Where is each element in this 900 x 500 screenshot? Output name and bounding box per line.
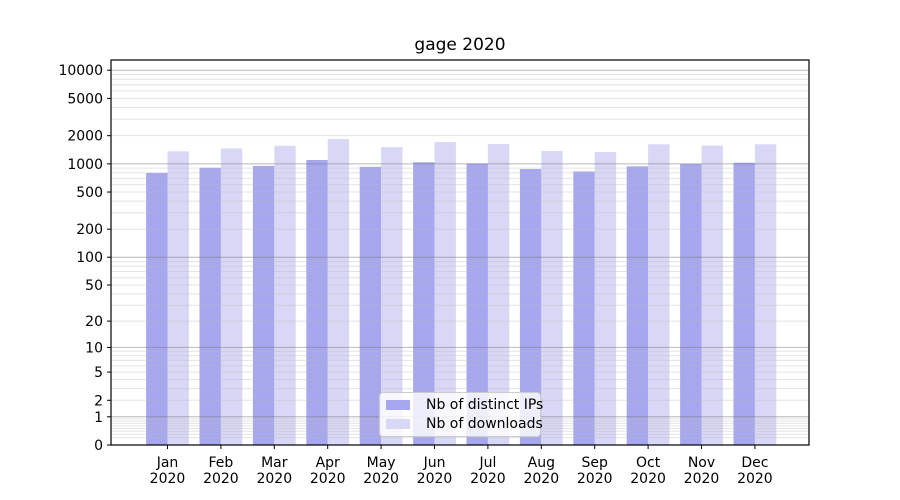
y-tick-label: 10 <box>85 340 103 356</box>
distinct-ips-swatch-icon <box>386 399 410 410</box>
legend-item-downloads: Nb of downloads <box>386 415 543 435</box>
bar-downloads <box>220 148 243 445</box>
bar-downloads <box>541 151 563 445</box>
x-tick-label-year: 2020 <box>684 471 720 487</box>
bar-distinct-ips <box>519 169 542 446</box>
x-tick-label-month: Aug <box>528 455 555 471</box>
bar-distinct-ips <box>199 167 221 445</box>
x-tick-label-month: Jan <box>156 455 179 471</box>
downloads-swatch-icon <box>386 419 410 430</box>
bar-downloads <box>274 145 296 446</box>
bar-distinct-ips <box>626 166 649 445</box>
y-tick-label: 500 <box>76 185 103 201</box>
legend-label-distinct-ips: Nb of distinct IPs <box>426 396 544 413</box>
bar-downloads <box>434 142 456 445</box>
x-tick-label-year: 2020 <box>523 471 559 487</box>
bar-distinct-ips <box>733 162 755 445</box>
bar-downloads <box>327 139 350 446</box>
bar-downloads <box>648 144 670 446</box>
y-tick-label: 0 <box>94 438 103 454</box>
bar-downloads <box>487 143 510 445</box>
y-tick-label: 5 <box>94 365 103 381</box>
y-tick-label: 5000 <box>67 91 103 107</box>
x-tick-label-year: 2020 <box>470 471 506 487</box>
y-tick-label: 20 <box>85 314 103 330</box>
bar-distinct-ips <box>359 166 382 445</box>
x-tick-label-year: 2020 <box>363 471 399 487</box>
x-tick-label-month: May <box>367 455 396 471</box>
y-tick-label: 200 <box>76 222 103 238</box>
legend-label-downloads: Nb of downloads <box>426 416 543 433</box>
y-tick-label: 2000 <box>67 129 103 145</box>
bar-downloads <box>594 151 617 445</box>
x-tick-label-month: Apr <box>316 455 340 471</box>
legend: Nb of distinct IPs Nb of downloads <box>379 392 543 437</box>
x-tick-label-month: Oct <box>636 455 661 471</box>
bar-downloads <box>167 151 189 445</box>
y-tick-label: 2 <box>94 393 103 409</box>
legend-item-distinct-ips: Nb of distinct IPs <box>386 395 543 415</box>
x-tick-label-month: Jun <box>423 455 446 471</box>
bar-downloads <box>754 144 777 446</box>
chart-title: gage 2020 <box>414 35 506 55</box>
y-tick-label: 100 <box>76 250 103 266</box>
axes-spine <box>110 59 810 446</box>
x-tick-label-month: Mar <box>261 455 288 471</box>
x-tick-label-month: Sep <box>582 455 609 471</box>
x-tick-label-month: Feb <box>209 455 234 471</box>
bar-distinct-ips <box>680 163 702 445</box>
bar-distinct-ips <box>252 165 275 446</box>
x-tick-label-year: 2020 <box>630 471 666 487</box>
x-tick-label-year: 2020 <box>737 471 773 487</box>
bar-distinct-ips <box>413 162 435 445</box>
bar-distinct-ips <box>306 159 328 446</box>
y-tick-label: 50 <box>85 278 103 294</box>
x-tick-label-year: 2020 <box>417 471 453 487</box>
x-tick-label-year: 2020 <box>150 471 186 487</box>
bar-distinct-ips <box>466 163 488 446</box>
x-tick-label-month: Jul <box>478 455 496 471</box>
x-tick-label-year: 2020 <box>256 471 292 487</box>
bar-downloads <box>701 145 723 445</box>
x-tick-label-year: 2020 <box>577 471 613 487</box>
x-tick-label-year: 2020 <box>310 471 346 487</box>
y-tick-label: 1000 <box>67 157 103 173</box>
x-tick-label-month: Dec <box>741 455 768 471</box>
x-tick-label-year: 2020 <box>203 471 239 487</box>
y-tick-label: 10000 <box>58 63 103 79</box>
bar-distinct-ips <box>146 172 168 445</box>
bar-distinct-ips <box>573 171 595 445</box>
x-tick-label-month: Nov <box>688 455 715 471</box>
y-tick-label: 1 <box>94 410 103 426</box>
bar-downloads <box>381 147 403 445</box>
